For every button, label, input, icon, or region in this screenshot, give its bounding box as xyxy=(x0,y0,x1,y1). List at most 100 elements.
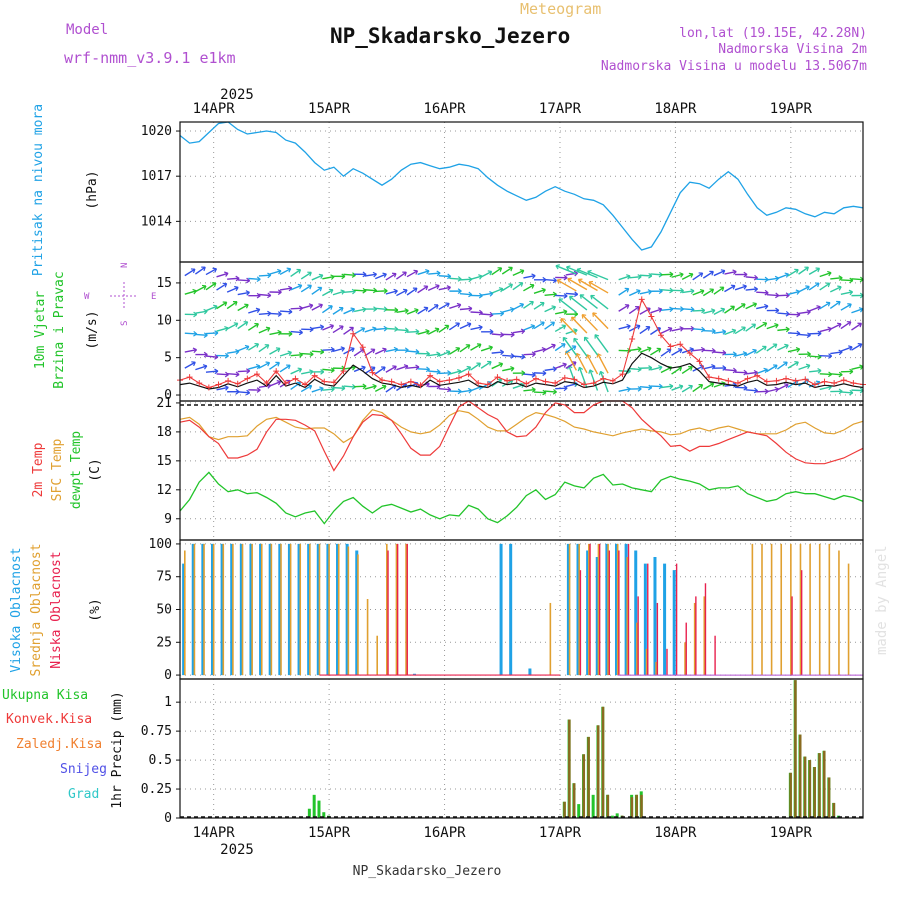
wind-arrow xyxy=(248,308,260,314)
wind-arrow-head xyxy=(555,264,560,270)
wind-arrow-head xyxy=(540,321,545,327)
wind-arrow xyxy=(470,343,482,351)
wind-arrow-head xyxy=(562,362,567,368)
wind-arrow-head xyxy=(508,266,513,272)
total-precip-bar xyxy=(312,794,316,818)
wind-arrow-head xyxy=(360,327,366,333)
wind-arrow xyxy=(681,385,693,393)
wind-arrow-head xyxy=(497,267,503,272)
wind-arrow-head xyxy=(521,354,526,360)
wind-arrow-head xyxy=(774,322,779,329)
wind-arrow xyxy=(311,387,324,393)
gust-marker xyxy=(792,377,799,384)
wind-arrow xyxy=(205,332,218,335)
wind-arrow xyxy=(375,290,388,293)
wind-arrow-head xyxy=(825,282,831,288)
wind-arrow xyxy=(776,361,788,370)
wind-arrow xyxy=(554,324,566,333)
wind-arrow-head xyxy=(764,303,769,310)
wind-arrow xyxy=(578,278,598,292)
watermark: made by Angel xyxy=(874,545,890,655)
wind-arrow xyxy=(756,291,769,294)
wind-arrow xyxy=(777,344,789,351)
wind-arrow-head xyxy=(508,283,514,289)
total-precip-bar xyxy=(322,812,326,818)
compass-rose: W E N S xyxy=(84,263,156,326)
wind-arrow xyxy=(569,295,588,311)
wind-arrow-head xyxy=(478,324,483,331)
wind-grid: 0 5 10 15 xyxy=(156,262,863,403)
wind-arrow-head xyxy=(732,269,737,275)
gust-marker xyxy=(811,381,818,388)
wind-arrow xyxy=(279,287,292,291)
wind-arrow xyxy=(205,370,218,373)
wind-arrow xyxy=(590,294,609,310)
wind-arrow xyxy=(205,355,218,358)
wind-arrow-head xyxy=(372,383,377,390)
ytick-label: 0 xyxy=(164,811,172,826)
gust-marker xyxy=(619,371,626,378)
wind-arrow-head xyxy=(435,284,440,290)
wind-arrow xyxy=(830,373,843,376)
wind-arrow xyxy=(269,380,281,387)
wind-arrow xyxy=(396,271,407,280)
wind-arrow-head xyxy=(592,312,597,317)
gust-marker xyxy=(638,296,645,303)
wind-arrow xyxy=(745,288,758,291)
wind-arrow xyxy=(512,303,524,311)
wind-arrow xyxy=(216,301,228,310)
wind-arrow-head xyxy=(518,282,524,287)
gust-marker xyxy=(783,375,790,382)
wind-arrow xyxy=(734,352,747,357)
wind-arrow-head xyxy=(489,328,494,335)
wind-arrow xyxy=(332,347,345,353)
temp2m-label: 2m Temp xyxy=(31,442,46,497)
wind-arrow-head xyxy=(330,386,335,393)
wind-arrow-head xyxy=(849,389,854,396)
wind-arrow-head xyxy=(277,268,282,275)
wind-arrow xyxy=(851,322,862,331)
wind-arrow xyxy=(491,362,503,370)
wind-arrow-head xyxy=(455,347,461,352)
wind-arrow-head xyxy=(690,306,695,313)
wind-arrow-head xyxy=(698,384,704,389)
wind-arrow xyxy=(639,274,652,277)
wind-arrow-head xyxy=(573,337,578,343)
gust-marker xyxy=(677,341,684,348)
wind-arrow-head xyxy=(361,365,366,371)
wind-arrow-head xyxy=(319,386,324,392)
wind-arrow-head xyxy=(711,347,716,354)
gust-marker xyxy=(542,378,549,385)
wind-arrow xyxy=(766,343,778,352)
wind-arrow xyxy=(470,275,483,280)
top-day-label: 17APR xyxy=(539,101,582,117)
wind-arrow-head xyxy=(648,272,653,279)
wind-arrow xyxy=(459,344,471,353)
compass-south: S xyxy=(120,321,130,326)
wind-arrow-head xyxy=(710,308,716,314)
wind-arrow xyxy=(480,292,494,296)
conv-precip-bar xyxy=(827,777,831,818)
wind-arrow xyxy=(587,270,609,281)
wind-arrow xyxy=(586,354,599,375)
wind-arrow xyxy=(438,324,450,333)
wind-arrow-head xyxy=(626,274,631,280)
ytick-label: 10 xyxy=(156,313,172,328)
wind-arrow-head xyxy=(339,325,344,331)
wind-arrow xyxy=(692,365,704,372)
wind-arrow xyxy=(385,327,398,330)
wind-arrow xyxy=(533,288,546,294)
wind-arrow xyxy=(290,307,303,310)
wind-arrow xyxy=(766,388,779,393)
mid-cloud-bars xyxy=(184,543,850,676)
gust-marker xyxy=(581,381,588,388)
wind-arrow xyxy=(745,349,757,357)
pressure-grid: 1014 1017 1020 xyxy=(141,122,863,262)
wind-arrow-head xyxy=(689,347,694,353)
gust-marker xyxy=(273,368,280,375)
wind-arrow xyxy=(279,268,291,275)
wind-arrow xyxy=(502,367,515,372)
wind-arrow xyxy=(428,370,441,373)
wind-arrow-head xyxy=(330,367,335,373)
wind-arrow xyxy=(501,266,513,275)
